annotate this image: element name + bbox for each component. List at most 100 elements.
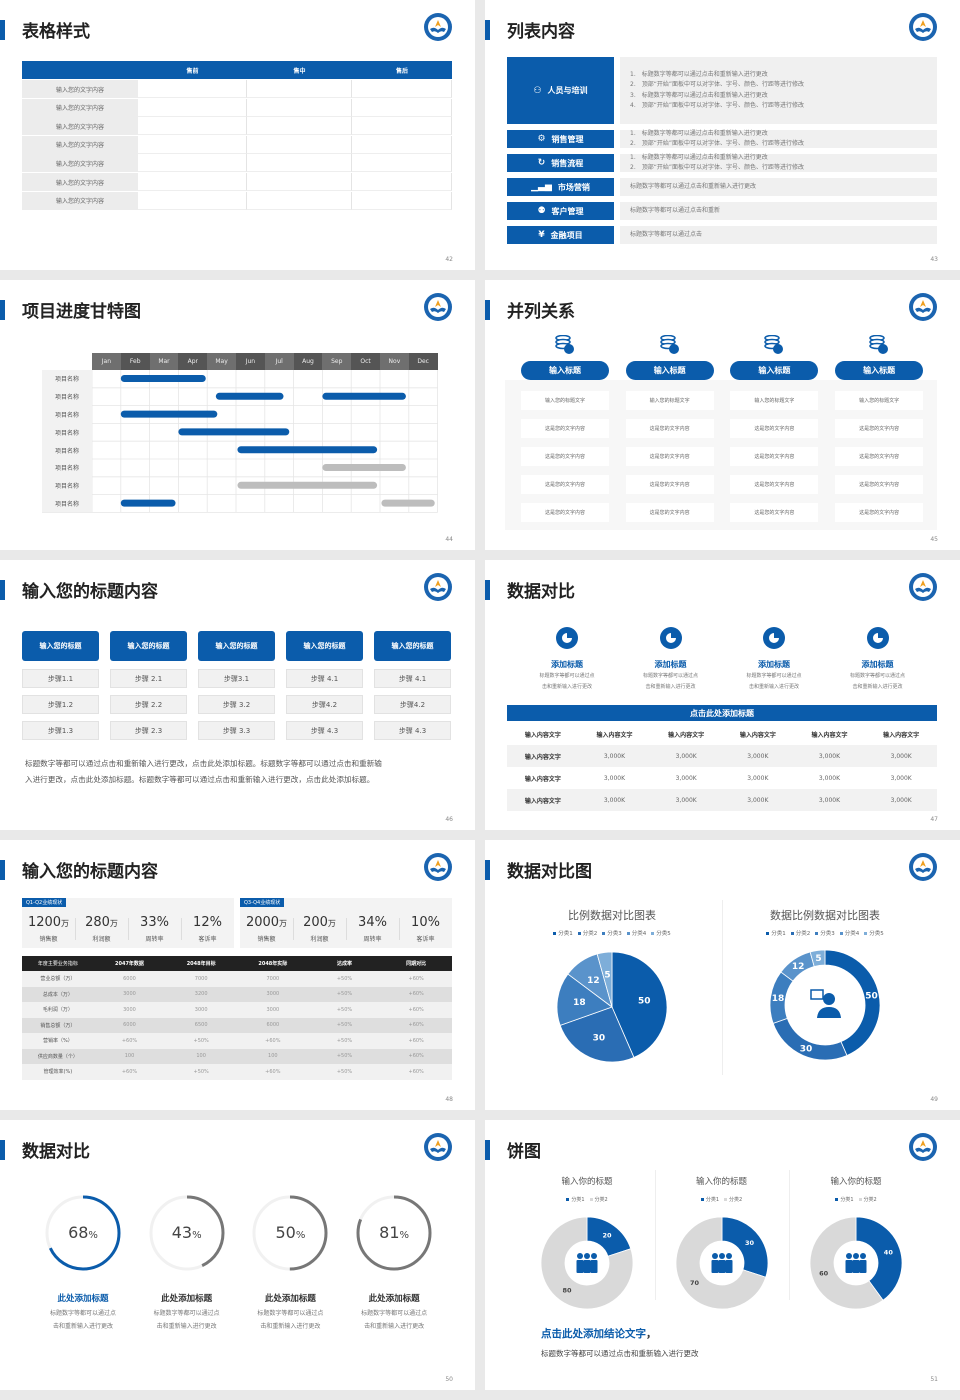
feature-desc: 标题数字等都可以通过点 bbox=[642, 673, 698, 679]
table-cell[interactable] bbox=[138, 191, 247, 210]
table-cell[interactable] bbox=[138, 154, 247, 173]
step-box[interactable]: 步骤 4.1 bbox=[286, 669, 363, 688]
step-box[interactable]: 步骤3.1 bbox=[198, 669, 275, 688]
step-box[interactable]: 步骤 4.3 bbox=[374, 721, 451, 740]
table-cell[interactable] bbox=[352, 80, 452, 98]
step-box[interactable]: 步骤 4.1 bbox=[374, 669, 451, 688]
coin bbox=[668, 344, 679, 354]
list-item-1[interactable]: ⚇ 人员与培训 bbox=[507, 57, 614, 124]
table-cell[interactable] bbox=[352, 135, 452, 154]
step-box[interactable]: 步骤1.2 bbox=[22, 695, 99, 714]
step-box[interactable]: 步骤 3.2 bbox=[198, 695, 275, 714]
step-column-header[interactable]: 输入您的标题 bbox=[110, 631, 187, 661]
logo-star bbox=[920, 300, 926, 307]
list-item-2[interactable]: ⚙ 销售管理 bbox=[507, 130, 614, 148]
table-cell[interactable] bbox=[247, 80, 352, 98]
legend-label: 分类1 bbox=[840, 1197, 854, 1203]
step-box[interactable]: 步骤 3.3 bbox=[198, 721, 275, 740]
slide-title: 数据对比 bbox=[22, 1142, 90, 1162]
logo-star bbox=[435, 20, 441, 27]
step-box[interactable]: 步骤 2.3 bbox=[110, 721, 187, 740]
ring-desc: 标题数字等都可以通过点 bbox=[153, 1310, 220, 1317]
table-cell[interactable] bbox=[352, 191, 452, 210]
logo-book bbox=[915, 307, 931, 313]
table-cell: 3000 bbox=[123, 1006, 136, 1013]
table-cell[interactable] bbox=[247, 191, 352, 210]
kpi-value: 34% bbox=[346, 915, 399, 930]
ring-value: 43% bbox=[147, 1223, 227, 1242]
coins-database-icon bbox=[659, 335, 679, 354]
table-header-cell bbox=[22, 61, 138, 79]
kpi-number: 2000 bbox=[245, 915, 280, 930]
table-cell: 输入内容文字 bbox=[524, 797, 561, 805]
legend-swatch bbox=[553, 931, 557, 935]
list-item-5[interactable]: ⚉ 客户管理 bbox=[507, 202, 614, 220]
table-cell[interactable] bbox=[247, 173, 352, 191]
list-item-6[interactable]: ¥ 金融项目 bbox=[507, 226, 614, 244]
step-box[interactable]: 步骤1.3 bbox=[22, 721, 99, 740]
feature-title: 添加标题 bbox=[758, 660, 790, 669]
kpi-number: 33% bbox=[140, 915, 169, 930]
step-column-header[interactable]: 输入您的标题 bbox=[198, 631, 275, 661]
kpi-tag: Q1-Q2业绩现状 bbox=[22, 898, 67, 907]
list-item-3[interactable]: ↻ 销售流程 bbox=[507, 154, 614, 172]
person-body bbox=[590, 1260, 598, 1273]
table-cell[interactable] bbox=[352, 117, 452, 136]
month-header: Jun bbox=[236, 353, 265, 370]
table-row bbox=[507, 767, 937, 789]
feature-desc: 标题数字等都可以通过点 bbox=[746, 673, 802, 679]
column-title-pill[interactable]: 输入标题 bbox=[625, 361, 714, 380]
logo-star bbox=[920, 1140, 926, 1147]
table-cell[interactable] bbox=[138, 98, 247, 117]
description-line: 标题数字等都可以通过点击和重新输入进行更改 bbox=[630, 182, 757, 190]
step-box[interactable]: 步骤4.2 bbox=[374, 695, 451, 714]
column-title-pill[interactable]: 输入标题 bbox=[730, 361, 819, 380]
step-box[interactable]: 步骤4.2 bbox=[286, 695, 363, 714]
legend-label: 分类1 bbox=[558, 931, 573, 937]
table-cell[interactable] bbox=[247, 135, 352, 154]
column-cell: 这是您的文字内容 bbox=[730, 447, 819, 466]
table-cell[interactable] bbox=[352, 173, 452, 191]
logo-book bbox=[430, 27, 446, 33]
table-cell[interactable] bbox=[138, 173, 247, 191]
step-box[interactable]: 步骤 4.3 bbox=[286, 721, 363, 740]
table-cell[interactable] bbox=[247, 117, 352, 136]
step-box[interactable]: 步骤 2.1 bbox=[110, 669, 187, 688]
table-cell[interactable] bbox=[138, 117, 247, 136]
feature-desc: 标题数字等都可以通过点 bbox=[849, 673, 905, 679]
ring-number: 50 bbox=[275, 1223, 296, 1242]
body bbox=[817, 1007, 841, 1018]
legend-item: 分类2 bbox=[724, 1196, 742, 1203]
table-cell[interactable] bbox=[352, 98, 452, 117]
table-cell[interactable] bbox=[352, 154, 452, 173]
table-cell[interactable] bbox=[138, 135, 247, 154]
ring-title: 此处添加标题 bbox=[161, 1294, 213, 1304]
description-paragraph: 入进行更改，点击此处添加标题。标题数字等都可以通过点击和重新输入进行更改，点击此… bbox=[25, 775, 375, 784]
person-body bbox=[576, 1260, 584, 1273]
step-column-header[interactable]: 输入您的标题 bbox=[286, 631, 363, 661]
description-line: 3. 标题数字等都可以通过点击和重新输入进行更改 bbox=[630, 91, 768, 99]
table-cell: +60% bbox=[408, 991, 424, 998]
legend-item: 分类1 bbox=[700, 1196, 719, 1203]
table-cell[interactable] bbox=[138, 80, 247, 98]
step-column-header[interactable]: 输入您的标题 bbox=[374, 631, 451, 661]
donut-chart: 40 60 bbox=[809, 1216, 903, 1310]
step-box[interactable]: 步骤 2.2 bbox=[110, 695, 187, 714]
table-cell[interactable] bbox=[247, 154, 352, 173]
table-cell: 销售总额（万） bbox=[40, 1022, 76, 1029]
step-box[interactable]: 步骤1.1 bbox=[22, 669, 99, 688]
person-head bbox=[846, 1253, 852, 1259]
list-item-4[interactable]: ▁▃▅ 市场营销 bbox=[507, 178, 614, 196]
person-body bbox=[859, 1260, 867, 1273]
step-column-header[interactable]: 输入您的标题 bbox=[22, 631, 99, 661]
legend-item: 分类5 bbox=[651, 929, 671, 937]
task-label: 项目名称 bbox=[42, 441, 92, 459]
title-accent-bar bbox=[0, 580, 5, 600]
title-accent-bar bbox=[485, 300, 490, 320]
column-title-pill[interactable]: 输入标题 bbox=[521, 361, 609, 380]
column-title-pill[interactable]: 输入标题 bbox=[835, 361, 924, 380]
logo bbox=[424, 1133, 452, 1161]
table-cell[interactable] bbox=[247, 98, 352, 117]
page-number: 47 bbox=[930, 816, 938, 823]
